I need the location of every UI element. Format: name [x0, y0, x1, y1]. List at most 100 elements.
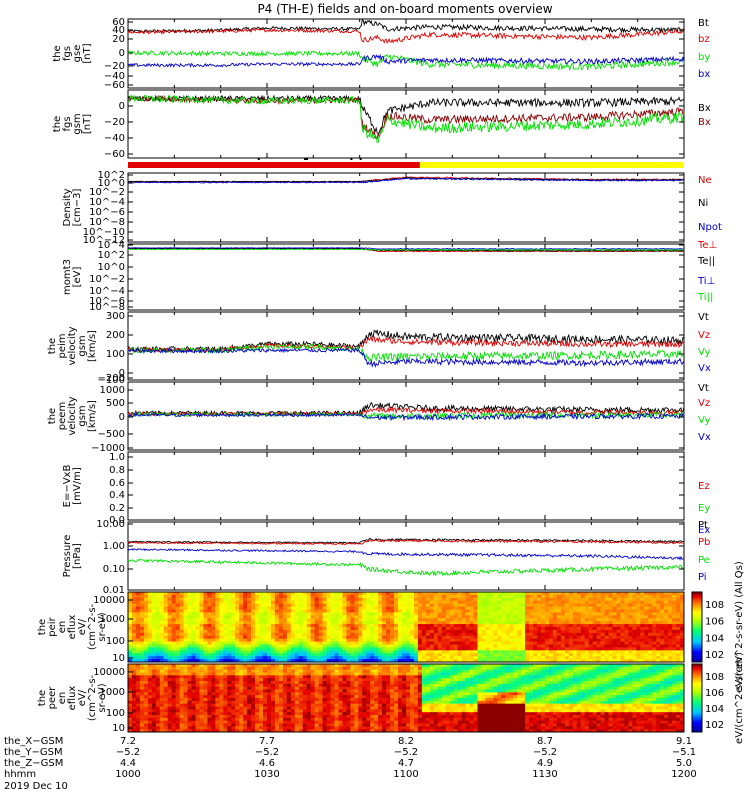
heatmap-cell [243, 594, 248, 599]
heatmap-cell [207, 650, 212, 654]
heatmap-cell [274, 666, 280, 671]
heatmap-cell [191, 597, 196, 602]
heatmap-cell [215, 675, 220, 679]
heatmap-cell [632, 650, 637, 654]
heatmap-cell [560, 603, 566, 607]
heatmap-cell [390, 618, 395, 622]
heatmap-cell [278, 603, 284, 607]
heatmap-cell [235, 703, 240, 707]
heatmap-cell [537, 627, 542, 631]
heatmap-cell [159, 672, 165, 676]
heatmap-cell [580, 603, 586, 607]
heatmap-cell [135, 672, 141, 676]
heatmap-cell [259, 703, 264, 707]
heatmap-cell [195, 706, 200, 710]
y-tick-label: 0.4 [109, 490, 125, 501]
heatmap-cell [223, 678, 228, 682]
heatmap-cell [183, 675, 188, 679]
heatmap-cell [485, 594, 490, 599]
heatmap-cell [425, 650, 431, 654]
heatmap-cell [572, 603, 578, 607]
heatmap-cell [175, 609, 181, 613]
heatmap-cell [131, 612, 137, 616]
heatmap-cell [267, 656, 272, 660]
heatmap-cell [270, 644, 276, 648]
heatmap-cell [457, 597, 462, 602]
heatmap-cell [203, 720, 208, 724]
heatmap-cell [525, 597, 530, 602]
heatmap-cell [417, 659, 423, 663]
heatmap-cell [314, 641, 320, 645]
mode-bar-fast [419, 162, 684, 168]
heatmap-cell [128, 672, 133, 676]
heatmap-cell [529, 653, 534, 657]
heatmap-cell [255, 695, 260, 699]
heatmap-cell [398, 629, 403, 634]
heatmap-cell [576, 644, 582, 648]
heatmap-cell [501, 629, 506, 634]
heatmap-cell [310, 615, 316, 619]
heatmap-cell [656, 635, 661, 640]
heatmap-cell [421, 650, 427, 654]
heatmap-cell [179, 712, 184, 716]
heatmap-cell [604, 597, 609, 602]
heatmap-cell [282, 686, 288, 690]
heatmap-cell [620, 612, 625, 616]
heatmap-cell [322, 606, 327, 610]
heatmap-cell [413, 592, 419, 596]
heatmap-cell [243, 606, 248, 610]
heatmap-cell [572, 659, 578, 663]
heatmap-cell [302, 603, 308, 607]
heatmap-cell [620, 594, 625, 599]
heatmap-cell [493, 638, 498, 642]
heatmap-cell [362, 644, 367, 648]
heatmap-cell [203, 629, 208, 634]
heatmap-cell [235, 653, 240, 657]
heatmap-cell [263, 678, 268, 682]
heatmap-cell [135, 664, 141, 668]
heatmap-cell [378, 641, 383, 645]
heatmap-cell [497, 621, 502, 625]
heatmap-cell [259, 715, 264, 719]
heatmap-cell [151, 603, 157, 607]
heatmap-cell [564, 632, 570, 637]
heatmap-cell [135, 629, 141, 634]
heatmap-cell [354, 627, 359, 631]
heatmap-cell [541, 618, 546, 622]
heatmap-cell [660, 629, 665, 634]
heatmap-cell [552, 597, 558, 602]
heatmap-cell [147, 729, 153, 733]
heatmap-cell [195, 659, 200, 663]
heatmap-cell [263, 726, 268, 730]
heatmap-cell [402, 644, 407, 648]
heatmap-cell [572, 594, 578, 599]
heatmap-cell [636, 594, 641, 599]
heatmap-cell [489, 609, 494, 613]
heatmap-cell [413, 641, 419, 645]
heatmap-cell [227, 653, 232, 657]
heatmap-cell [409, 592, 415, 596]
heatmap-cell [143, 650, 149, 654]
heatmap-cell [175, 615, 181, 619]
heatmap-cell [620, 644, 625, 648]
heatmap-cell [620, 615, 625, 619]
heatmap-cell [366, 618, 371, 622]
heatmap-cell [139, 629, 145, 634]
heatmap-cell [215, 594, 220, 599]
heatmap-cell [350, 635, 355, 640]
heatmap-cell [175, 594, 181, 599]
heatmap-cell [648, 635, 653, 640]
heatmap-cell [183, 703, 188, 707]
y-tick-label: 40 [112, 25, 125, 36]
heatmap-cell [231, 686, 236, 690]
heatmap-cell [588, 606, 594, 610]
heatmap-cell [326, 594, 331, 599]
heatmap-cell [592, 659, 598, 663]
heatmap-cell [247, 681, 252, 685]
heatmap-cell [135, 686, 141, 690]
heatmap-cell [151, 664, 157, 668]
heatmap-cell [187, 644, 192, 648]
heatmap-cell [155, 592, 161, 596]
heatmap-cell [644, 638, 649, 642]
heatmap-cell [656, 653, 661, 657]
